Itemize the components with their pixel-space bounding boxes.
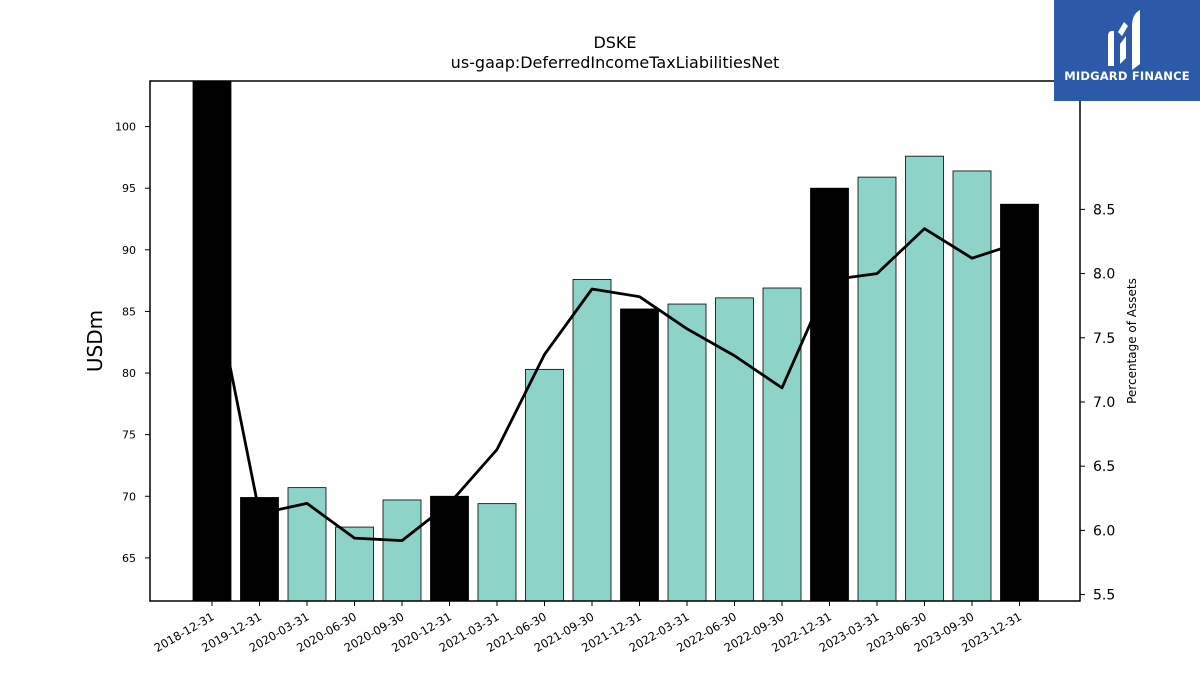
bar-2021-09-30 xyxy=(572,278,612,602)
y-tick-label: 70 xyxy=(122,490,136,503)
y2-tick-label: 8.0 xyxy=(1093,267,1115,283)
bar-2022-06-30 xyxy=(715,297,754,602)
y-tick-label: 90 xyxy=(122,244,136,257)
bar-2020-09-30 xyxy=(382,499,422,602)
y-tick-label: 65 xyxy=(122,552,136,565)
logo-text: MIDGARD FINANCE xyxy=(1064,69,1190,83)
y2-axis-label: Percentage of Assets xyxy=(1125,278,1139,404)
bar-2023-06-30 xyxy=(905,155,944,602)
y2-tick-label: 6.0 xyxy=(1093,523,1115,539)
midgard-finance-logo: MIDGARD FINANCE xyxy=(1054,0,1200,101)
y-tick-label: 85 xyxy=(122,305,136,318)
bar-2023-03-31 xyxy=(857,176,897,602)
y-tick-label: 95 xyxy=(122,182,136,195)
x-axis: 2018-12-312019-12-312020-03-312020-06-30… xyxy=(152,601,1024,655)
y2-tick-label: 6.5 xyxy=(1093,459,1115,475)
bar-2022-09-30 xyxy=(762,287,802,602)
y2-tick-label: 7.5 xyxy=(1093,331,1115,347)
y2-tick-label: 5.5 xyxy=(1093,588,1115,604)
bar-2022-03-31 xyxy=(667,303,707,602)
y-axis-label: USDm xyxy=(83,310,107,372)
bar-2021-12-31 xyxy=(620,308,659,602)
bar-2021-03-31 xyxy=(477,503,517,602)
bar-2023-12-31 xyxy=(1000,203,1039,602)
bars xyxy=(192,80,1039,602)
line-layer xyxy=(210,227,1020,543)
bar-2022-12-31 xyxy=(810,187,849,602)
y-axis-left: 65 70 75 80 85 90 95 100 xyxy=(115,121,150,565)
chart-subtitle: us-gaap:DeferredIncomeTaxLiabilitiesNet xyxy=(451,53,780,72)
y-tick-label: 75 xyxy=(122,429,136,442)
y-tick-label: 100 xyxy=(115,121,136,134)
plot-frame xyxy=(149,80,1081,602)
chart-title: DSKE xyxy=(593,33,636,52)
bar-2021-06-30 xyxy=(525,368,564,602)
y2-tick-label: 8.5 xyxy=(1093,202,1115,218)
midgard-logo-icon xyxy=(1108,10,1140,70)
bar-2023-09-30 xyxy=(952,170,992,602)
y2-tick-label: 7.0 xyxy=(1093,395,1115,411)
y-tick-label: 80 xyxy=(122,367,136,380)
percentage-of-assets-line xyxy=(210,227,1020,543)
y-axis-right: 5.5 6.0 6.5 7.0 7.5 8.0 8.5 xyxy=(1080,202,1115,604)
bar-2020-12-31 xyxy=(430,495,469,602)
